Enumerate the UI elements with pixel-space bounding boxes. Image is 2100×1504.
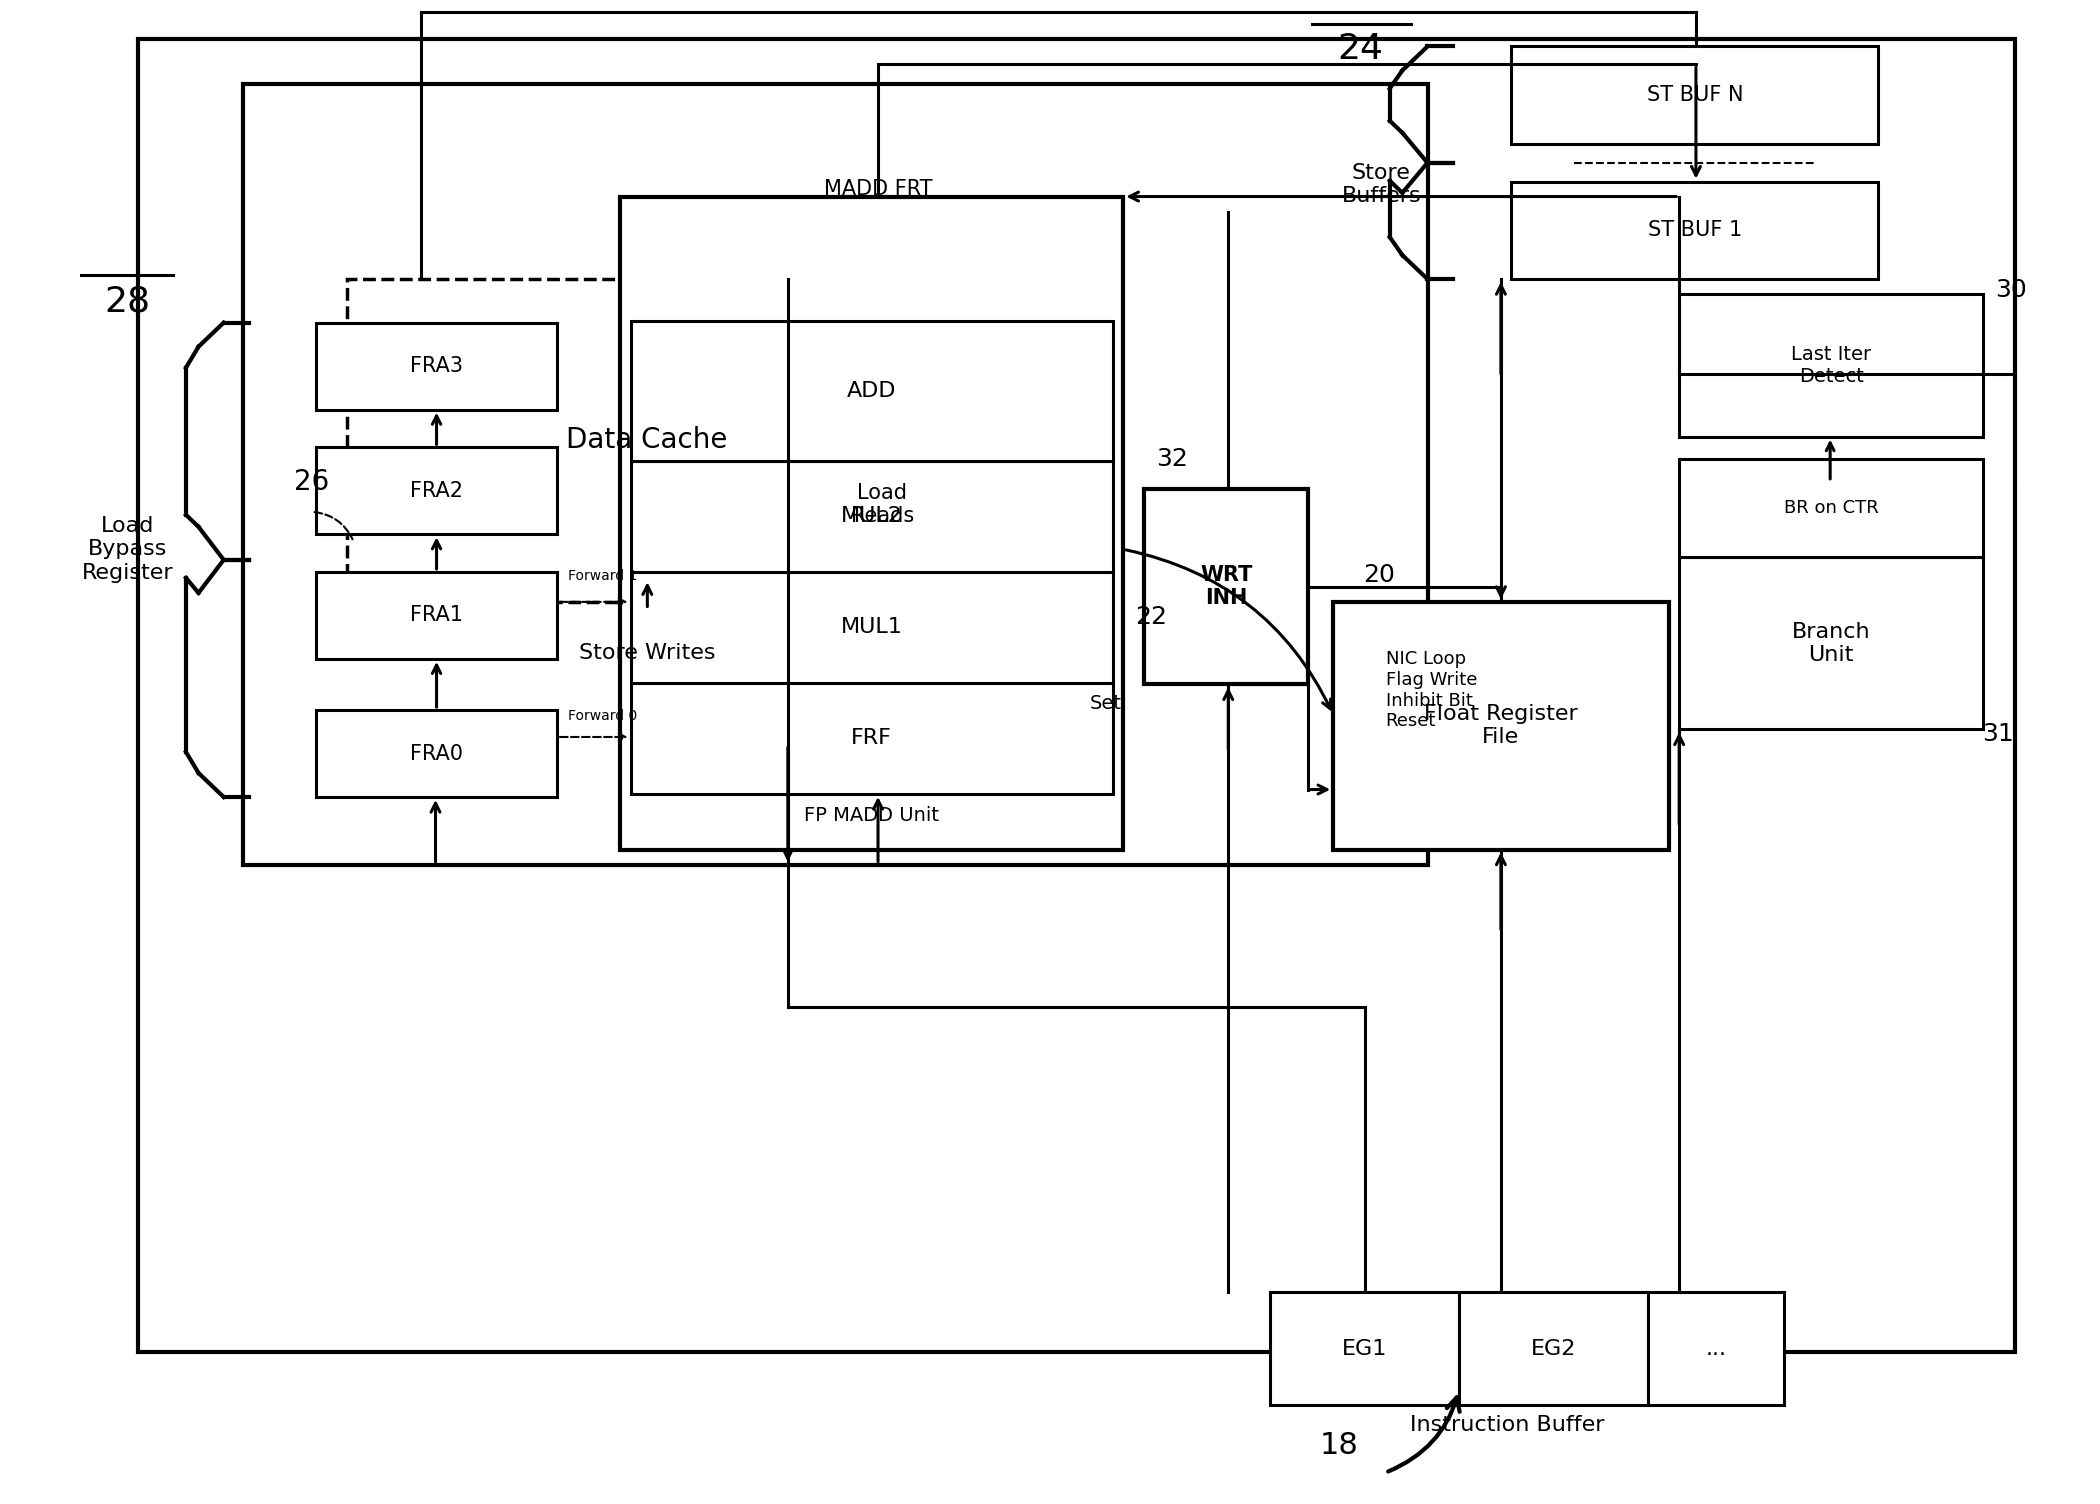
Text: Load
Bypass
Register: Load Bypass Register bbox=[82, 516, 172, 582]
Text: ...: ... bbox=[1705, 1339, 1726, 1358]
Text: Instruction Buffer: Instruction Buffer bbox=[1409, 1415, 1604, 1435]
Text: ADD: ADD bbox=[846, 381, 897, 402]
Text: Forward 1: Forward 1 bbox=[567, 570, 636, 584]
Text: Float Register
File: Float Register File bbox=[1424, 704, 1577, 747]
Text: 32: 32 bbox=[1155, 447, 1189, 471]
Text: Last Iter
Detect: Last Iter Detect bbox=[1791, 344, 1871, 387]
Text: FRF: FRF bbox=[850, 728, 892, 749]
Text: Set: Set bbox=[1090, 695, 1121, 713]
Text: MUL1: MUL1 bbox=[840, 618, 903, 638]
Text: MUL2: MUL2 bbox=[840, 507, 903, 526]
Bar bbox=[346, 280, 945, 602]
Text: EG2: EG2 bbox=[1531, 1339, 1575, 1358]
Text: FRA3: FRA3 bbox=[410, 356, 464, 376]
Bar bbox=[1680, 459, 1982, 556]
Bar bbox=[139, 39, 2014, 1352]
Bar bbox=[630, 460, 1113, 572]
Text: Forward 0: Forward 0 bbox=[567, 708, 636, 723]
Text: 26: 26 bbox=[294, 468, 330, 496]
Text: FRA2: FRA2 bbox=[410, 481, 464, 501]
Bar bbox=[244, 84, 1428, 865]
Bar bbox=[630, 322, 1113, 460]
Bar bbox=[1270, 1292, 1460, 1405]
Bar bbox=[1648, 1292, 1785, 1405]
Bar bbox=[1144, 489, 1308, 684]
Text: FP MADD Unit: FP MADD Unit bbox=[804, 806, 939, 824]
Text: 20: 20 bbox=[1363, 562, 1394, 587]
Bar bbox=[315, 323, 556, 409]
Bar bbox=[620, 197, 1124, 850]
Bar bbox=[315, 447, 556, 534]
Bar bbox=[630, 683, 1113, 794]
Text: 30: 30 bbox=[1995, 278, 2026, 302]
Bar bbox=[315, 710, 556, 797]
Text: 22: 22 bbox=[1134, 605, 1168, 629]
Bar bbox=[315, 572, 556, 659]
Text: Load
Reads: Load Reads bbox=[850, 483, 913, 526]
Bar bbox=[1512, 47, 1877, 144]
Text: ST BUF N: ST BUF N bbox=[1646, 86, 1743, 105]
Bar bbox=[1680, 295, 1982, 436]
Text: Store
Buffers: Store Buffers bbox=[1342, 162, 1422, 206]
Text: FRA0: FRA0 bbox=[410, 743, 464, 764]
Bar bbox=[1512, 182, 1877, 280]
Text: Branch
Unit: Branch Unit bbox=[1791, 621, 1871, 665]
Text: NIC Loop
Flag Write
Inhibit Bit
Reset: NIC Loop Flag Write Inhibit Bit Reset bbox=[1386, 650, 1476, 731]
Bar bbox=[1680, 556, 1982, 729]
Bar bbox=[1334, 602, 1670, 850]
Text: Data Cache: Data Cache bbox=[565, 427, 727, 454]
Text: WRT
INH: WRT INH bbox=[1199, 566, 1252, 609]
Text: MADD FRT: MADD FRT bbox=[823, 179, 932, 199]
Text: 18: 18 bbox=[1321, 1432, 1359, 1460]
Text: Store Writes: Store Writes bbox=[580, 642, 716, 663]
Text: EG1: EG1 bbox=[1342, 1339, 1388, 1358]
Text: 31: 31 bbox=[1982, 722, 2014, 746]
Text: 28: 28 bbox=[105, 284, 151, 319]
Bar bbox=[630, 572, 1113, 683]
Text: BR on CTR: BR on CTR bbox=[1783, 499, 1880, 517]
Text: ST BUF 1: ST BUF 1 bbox=[1648, 220, 1743, 241]
Text: 24: 24 bbox=[1338, 33, 1384, 66]
Text: FRA1: FRA1 bbox=[410, 606, 464, 626]
Bar bbox=[1460, 1292, 1649, 1405]
